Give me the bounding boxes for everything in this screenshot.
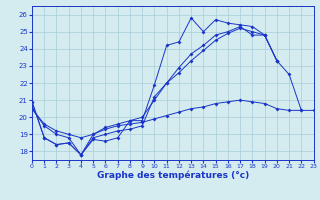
X-axis label: Graphe des températures (°c): Graphe des températures (°c) — [97, 171, 249, 180]
